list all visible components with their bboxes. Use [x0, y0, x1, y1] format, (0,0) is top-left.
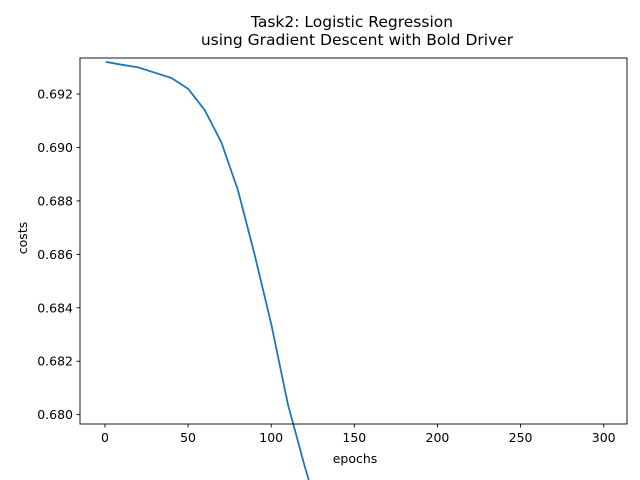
- y-tick-label: 0.692: [37, 87, 73, 102]
- x-axis-label: epochs: [333, 451, 378, 466]
- y-tick-label: 0.680: [37, 407, 73, 422]
- x-tick-label: 300: [592, 430, 616, 445]
- y-tick-label: 0.688: [37, 193, 73, 208]
- x-tick-label: 0: [101, 430, 109, 445]
- plot-area: 0 50 100 150 200 250 300 0.680 0.682 0.684 0.686 0.…: [37, 57, 628, 480]
- series-line-costs: [105, 60, 310, 480]
- y-tick-label: 0.686: [37, 247, 73, 262]
- y-tick-label: 0.684: [37, 300, 73, 315]
- x-tick-label: 250: [509, 430, 533, 445]
- y-tick-label: 0.690: [37, 140, 73, 155]
- y-axis-label: costs: [15, 222, 30, 254]
- y-tick-label: 0.682: [37, 354, 73, 369]
- x-tick-label: 200: [426, 430, 450, 445]
- x-tick-label: 50: [180, 430, 196, 445]
- x-tick-label: 100: [259, 430, 283, 445]
- x-tick-label: 150: [342, 430, 366, 445]
- chart-title-line-1: Task2: Logistic Regression: [250, 13, 453, 31]
- axes-frame: [79, 57, 628, 425]
- chart-title-line-2: using Gradient Descent with Bold Driver: [201, 31, 514, 49]
